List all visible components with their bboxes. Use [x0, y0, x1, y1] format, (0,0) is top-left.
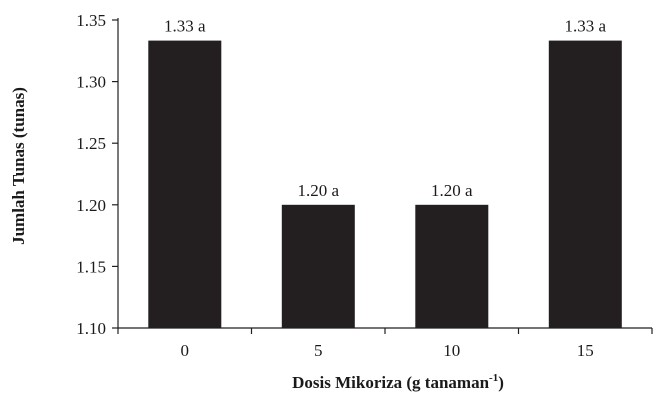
- data-label-0: 1.33 a: [164, 17, 206, 36]
- y-axis: 1.10 1.15 1.20 1.25 1.30 1.35: [76, 11, 119, 338]
- x-axis-title: Dosis Mikoriza (g tanaman-1): [292, 372, 504, 392]
- data-label-15: 1.33 a: [564, 17, 606, 36]
- bars-group: [148, 40, 622, 328]
- y-tick-label: 1.30: [76, 73, 106, 92]
- data-label-5: 1.20 a: [297, 181, 339, 200]
- y-tick-label: 1.10: [76, 319, 106, 338]
- y-tick-label: 1.20: [76, 196, 106, 215]
- y-tick-label: 1.25: [76, 134, 106, 153]
- x-tick-label: 10: [443, 341, 460, 360]
- bar-10: [415, 204, 489, 328]
- bar-0: [148, 40, 222, 328]
- x-tick-label: 15: [577, 341, 594, 360]
- data-label-10: 1.20 a: [431, 181, 473, 200]
- x-axis-title-main: Dosis Mikoriza (g tanaman: [292, 373, 489, 392]
- x-tick-label: 5: [314, 341, 323, 360]
- data-labels-group: 1.33 a 1.20 a 1.20 a 1.33 a: [164, 17, 607, 200]
- x-axis-title-suffix: ): [498, 373, 504, 392]
- x-axis-title-superscript: -1: [489, 372, 498, 384]
- x-axis: 0 5 10 15: [117, 327, 653, 360]
- bar-5: [281, 204, 355, 328]
- bar-15: [548, 40, 622, 328]
- y-axis-title: Jumlah Tunas (tunas): [9, 87, 28, 245]
- x-tick-label: 0: [181, 341, 190, 360]
- y-tick-label: 1.15: [76, 257, 106, 276]
- y-tick-label: 1.35: [76, 11, 106, 30]
